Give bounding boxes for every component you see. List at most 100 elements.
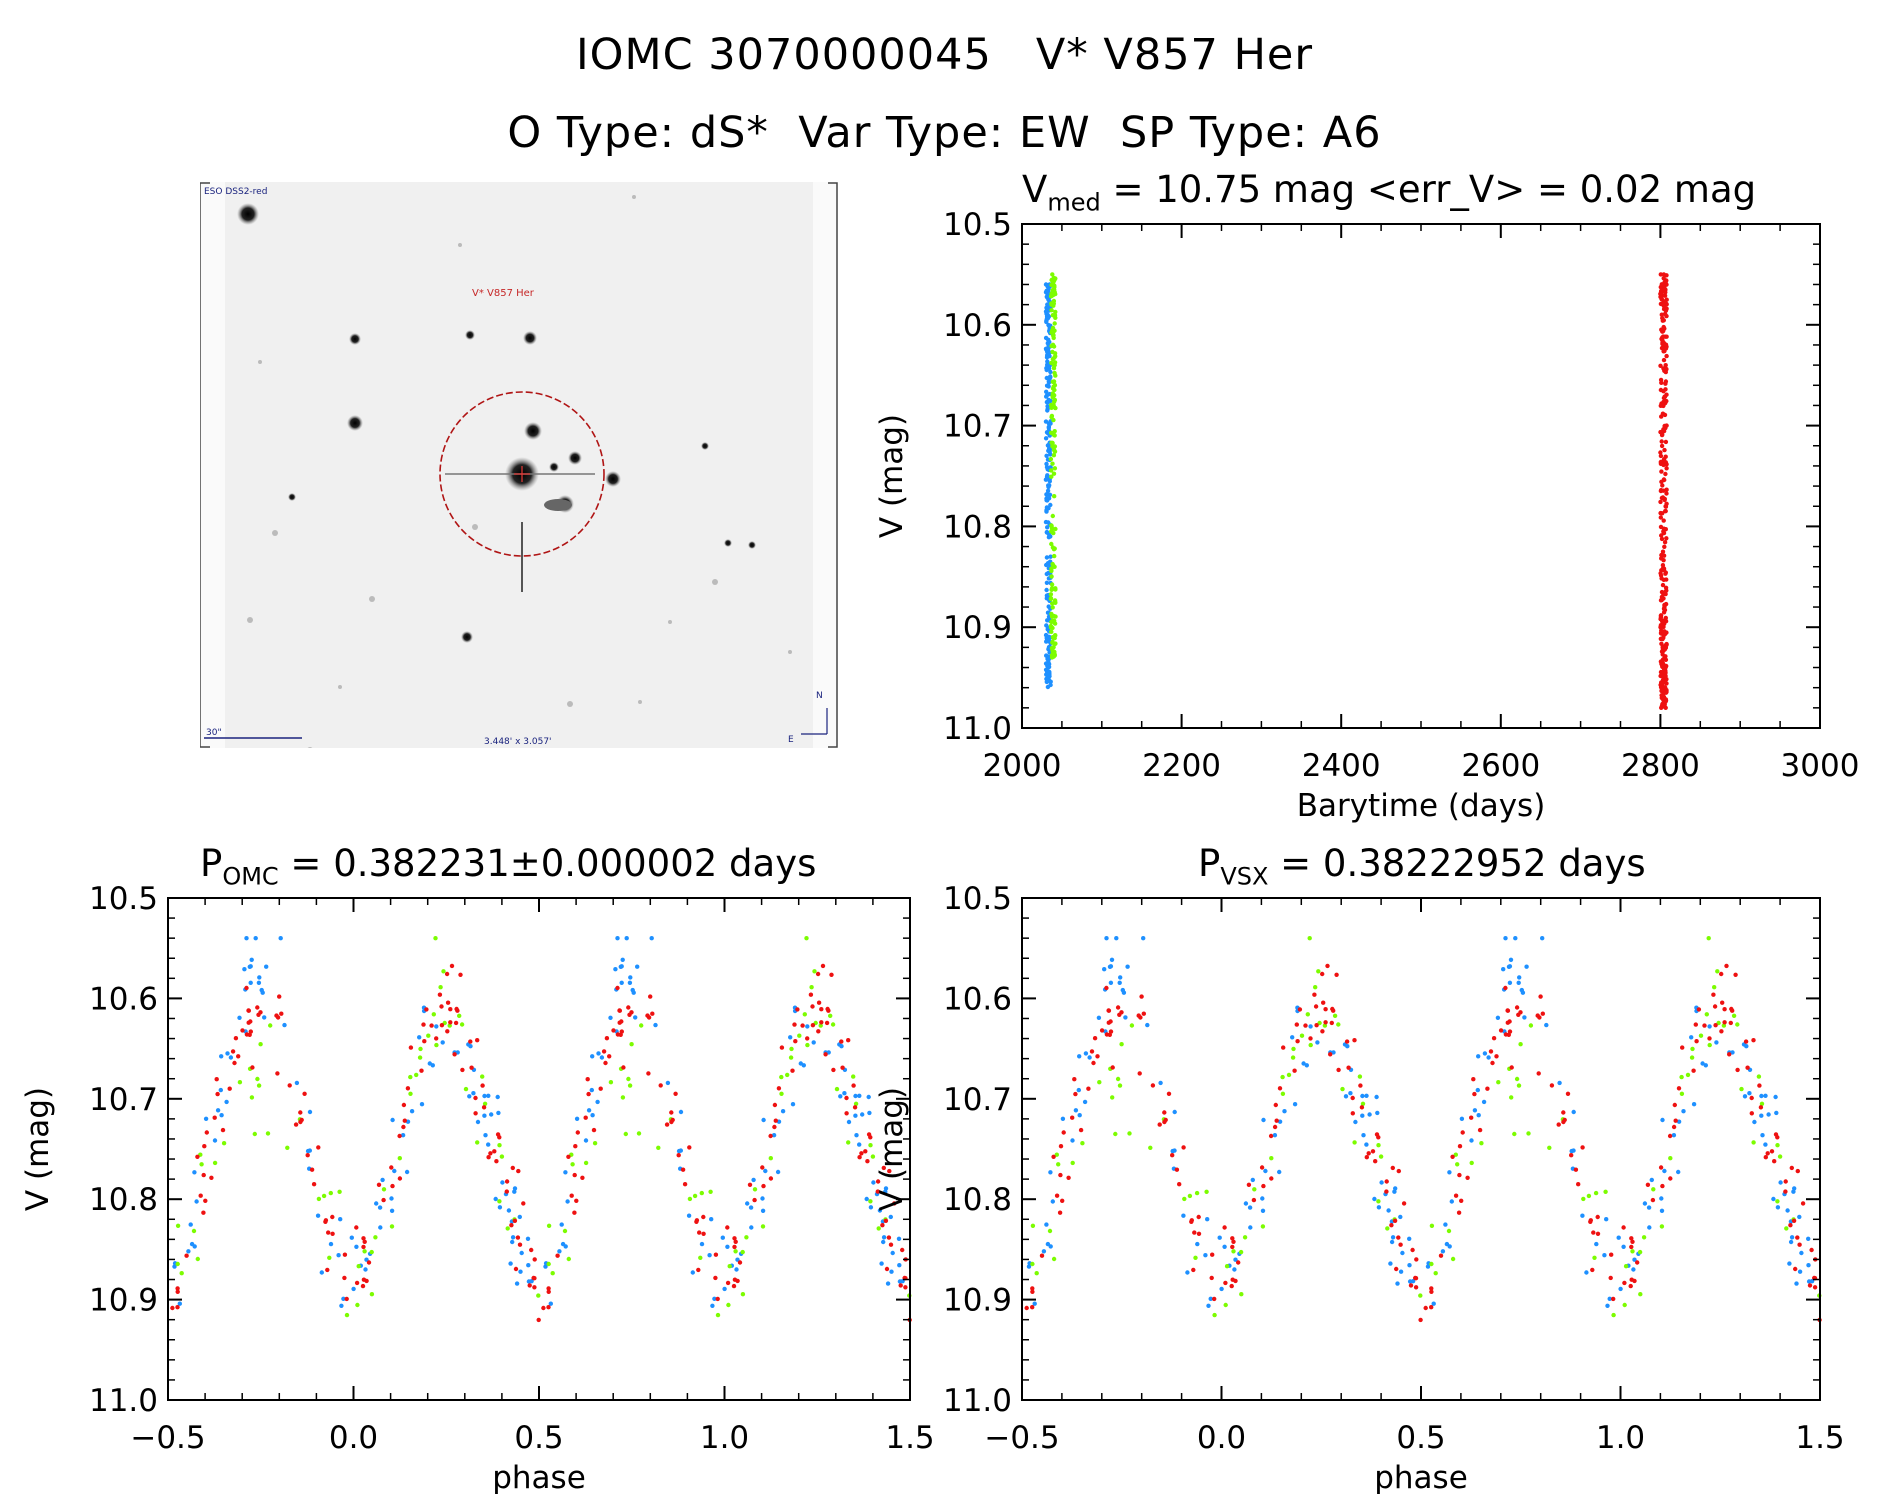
data-point <box>1580 1213 1585 1218</box>
data-point <box>1440 1249 1446 1254</box>
data-point <box>1364 1155 1370 1160</box>
data-point <box>1735 1022 1740 1027</box>
data-point <box>1799 1250 1804 1256</box>
data-point <box>237 1015 242 1020</box>
data-point <box>687 1145 692 1150</box>
data-point <box>573 1144 578 1149</box>
data-point <box>698 1255 703 1261</box>
data-point <box>620 957 625 962</box>
data-point <box>1509 1095 1514 1100</box>
data-point <box>752 1187 758 1192</box>
data-point <box>1660 329 1665 334</box>
data-point <box>445 1000 451 1005</box>
data-point <box>1658 363 1663 368</box>
data-point <box>1667 1133 1673 1139</box>
data-point <box>1658 510 1663 516</box>
data-point <box>797 1033 802 1038</box>
data-point <box>1396 1235 1401 1240</box>
data-point <box>1594 1241 1599 1247</box>
data-point <box>294 1080 300 1086</box>
star <box>247 617 253 623</box>
data-point <box>809 985 814 990</box>
data-point <box>1720 1000 1725 1005</box>
data-point <box>1052 553 1057 559</box>
x-tick-label: 1.0 <box>700 1420 749 1456</box>
y-tick-label: 10.6 <box>89 981 158 1017</box>
scale-label: 30" <box>206 728 222 738</box>
data-point <box>626 1076 631 1082</box>
data-point <box>1561 1110 1566 1115</box>
data-point <box>543 1264 548 1269</box>
data-point <box>897 1263 902 1268</box>
data-point <box>1663 387 1668 392</box>
data-point <box>417 1055 423 1060</box>
data-point <box>1482 1051 1488 1056</box>
data-point <box>1210 1252 1215 1257</box>
data-point <box>445 1029 450 1034</box>
data-point <box>1280 1091 1286 1097</box>
data-point <box>1053 354 1058 359</box>
data-point <box>305 1153 310 1158</box>
data-point <box>1408 1283 1414 1288</box>
data-point <box>369 1292 375 1297</box>
data-point <box>1353 1119 1358 1125</box>
data-point <box>805 1024 810 1029</box>
data-point <box>1659 663 1665 668</box>
data-point <box>1528 1023 1534 1028</box>
data-point <box>868 1205 874 1210</box>
data-point <box>253 936 258 941</box>
data-point <box>725 1225 730 1230</box>
data-point <box>527 1283 532 1288</box>
data-point <box>805 1036 810 1041</box>
data-point <box>1661 302 1666 307</box>
data-point <box>1053 276 1058 281</box>
data-point <box>437 992 443 997</box>
data-point <box>1622 1302 1627 1308</box>
data-point <box>619 980 624 985</box>
data-point <box>1119 1010 1124 1015</box>
data-point <box>1049 308 1054 313</box>
data-point <box>875 1179 881 1184</box>
data-point <box>351 1286 356 1292</box>
data-point <box>1785 1208 1790 1213</box>
data-point <box>1118 975 1123 980</box>
data-point <box>1602 1253 1607 1258</box>
data-point <box>1809 1247 1814 1253</box>
data-point <box>1336 1067 1341 1073</box>
data-point <box>1272 1124 1278 1130</box>
data-point <box>354 1225 359 1230</box>
data-point <box>1113 1131 1118 1137</box>
data-point <box>1329 1020 1335 1026</box>
x-tick-label: 2800 <box>1621 748 1700 784</box>
data-point <box>1693 1022 1699 1027</box>
data-point <box>1618 1286 1623 1292</box>
data-point <box>1749 1111 1755 1116</box>
data-point <box>1595 1214 1600 1220</box>
data-point <box>1045 627 1050 632</box>
data-point <box>1070 1160 1075 1166</box>
data-point <box>1393 1186 1398 1191</box>
data-point <box>1663 363 1668 368</box>
data-point <box>1182 1196 1187 1202</box>
data-point <box>316 1196 322 1202</box>
data-point <box>1396 1168 1402 1174</box>
data-point <box>255 1005 260 1010</box>
data-point <box>1661 276 1666 281</box>
data-point <box>389 1165 394 1170</box>
data-point <box>1060 1116 1066 1122</box>
data-point <box>278 936 283 941</box>
data-point <box>1048 456 1054 462</box>
data-point <box>574 1198 579 1204</box>
data-point <box>830 1022 836 1027</box>
data-point <box>1540 1011 1546 1016</box>
data-point <box>732 1236 737 1241</box>
data-point <box>752 1197 757 1203</box>
data-point <box>1569 1153 1574 1158</box>
data-point <box>1663 670 1668 675</box>
data-point <box>1806 1236 1811 1242</box>
data-point <box>1196 1214 1201 1220</box>
data-point <box>1224 1264 1230 1269</box>
survey-label: ESO DSS2-red <box>204 187 267 197</box>
data-point <box>175 1289 180 1295</box>
